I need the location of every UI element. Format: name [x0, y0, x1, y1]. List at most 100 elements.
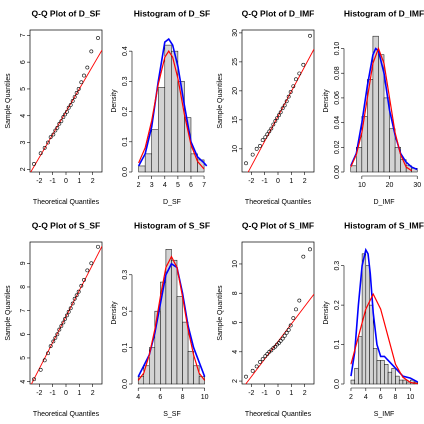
- qq-point: [265, 132, 270, 137]
- qq-point: [265, 352, 270, 356]
- qq-point: [59, 324, 64, 328]
- x-tick-label: 10: [358, 182, 366, 189]
- histogram-bar: [182, 321, 189, 385]
- density-curve: [138, 50, 205, 170]
- qq-point: [68, 306, 73, 311]
- x-tick-label: -2: [36, 390, 42, 397]
- y-tick-label: 0.2: [122, 306, 129, 316]
- qq-point: [48, 344, 53, 349]
- qq-point: [254, 146, 259, 151]
- qq-point: [263, 135, 268, 140]
- y-tick-label: 0.2: [334, 300, 341, 310]
- qq-point: [282, 333, 287, 338]
- x-axis-label: D_IMF: [374, 199, 395, 206]
- histogram-bar: [389, 128, 396, 173]
- x-tick-label: -2: [36, 178, 42, 185]
- x-tick-label: 1: [77, 178, 81, 185]
- y-tick-label: 6: [20, 60, 27, 64]
- x-axis-label: S_SF: [163, 411, 181, 418]
- x-tick-label: 2: [91, 390, 95, 397]
- qq-point: [294, 307, 298, 312]
- qq-point: [55, 125, 60, 130]
- y-tick-label: 20: [232, 87, 239, 95]
- y-tick-label: 0.4: [122, 46, 129, 56]
- panel-title: Histogram of S_IMF: [344, 220, 424, 230]
- qq-point: [65, 313, 69, 318]
- y-tick-label: 2: [232, 379, 239, 383]
- x-tick-label: 4: [364, 394, 368, 401]
- qq-point: [278, 338, 283, 343]
- qq-point: [63, 112, 67, 117]
- x-axis-label: Theoretical Quantiles: [245, 411, 312, 418]
- qq-point: [46, 140, 50, 145]
- qq-point: [280, 106, 285, 111]
- qq-point: [72, 95, 77, 99]
- qq-point: [89, 49, 94, 54]
- y-tick-label: 0.1: [122, 137, 129, 147]
- y-tick-label: 0.06: [334, 91, 341, 105]
- plot-frame: [29, 29, 103, 173]
- y-tick-label: 0.10: [334, 42, 341, 56]
- density-curve: [137, 37, 208, 167]
- x-tick-label: 6: [379, 394, 383, 401]
- histogram-bar: [354, 367, 359, 385]
- panel-title: Histogram of D_SF: [134, 8, 211, 18]
- qq-point: [277, 113, 281, 118]
- y-tick-label: 8: [20, 285, 27, 289]
- density-curve: [350, 247, 419, 383]
- qq-point: [82, 277, 86, 282]
- x-tick-label: -1: [50, 390, 56, 397]
- qq-point: [32, 377, 36, 382]
- qq-point: [308, 247, 312, 252]
- y-tick-label: 7: [20, 33, 27, 37]
- qq-point: [42, 358, 47, 363]
- y-tick-label: 0.0: [122, 167, 129, 177]
- histogram-bar: [358, 336, 363, 385]
- qq-point: [51, 132, 56, 137]
- histogram-bar: [395, 375, 400, 385]
- panel: Histogram of S_IMF S_IMF Density 2 4 6 8 10 0.0 0…: [323, 220, 424, 418]
- y-tick-label: 4: [20, 380, 27, 384]
- qq-point: [66, 309, 71, 314]
- qq-point: [273, 119, 278, 123]
- histogram-bar: [380, 360, 385, 385]
- histogram-bar: [350, 165, 357, 173]
- qq-point: [76, 87, 81, 91]
- qq-point: [57, 327, 62, 332]
- qq-point: [288, 323, 293, 328]
- qq-point: [280, 336, 285, 341]
- x-tick-label: 5: [176, 182, 180, 189]
- histogram-bar: [369, 304, 374, 385]
- qq-point: [72, 296, 77, 301]
- qq-point: [59, 119, 64, 123]
- y-tick-label: 15: [232, 116, 239, 124]
- y-tick-label: 10: [232, 260, 239, 268]
- y-tick-label: 0.0: [122, 379, 129, 389]
- panel: Q-Q Plot of S_IMF Theoretical Quantiles Sa…: [217, 220, 315, 418]
- x-tick-label: 4: [163, 182, 167, 189]
- panel: Q-Q Plot of S_SF Theoretical Quantiles Sam…: [5, 220, 103, 418]
- density-curve: [137, 255, 206, 381]
- qq-point: [291, 316, 296, 321]
- y-tick-label: 0.3: [122, 76, 129, 86]
- x-tick-label: 4: [136, 394, 140, 401]
- x-tick-label: 0: [276, 178, 280, 185]
- density-curve: [350, 46, 413, 172]
- qq-point: [258, 360, 262, 364]
- qq-point: [288, 90, 293, 94]
- histogram-bar: [144, 153, 152, 173]
- qq-point: [301, 62, 306, 67]
- qq-point: [53, 128, 58, 133]
- panel-title: Q-Q Plot of S_SF: [32, 220, 100, 230]
- qq-point: [48, 135, 53, 140]
- qq-point: [53, 335, 58, 340]
- qq-point: [70, 99, 75, 103]
- y-tick-label: 5: [20, 87, 27, 91]
- x-tick-label: 3: [150, 182, 154, 189]
- x-tick-label: 2: [349, 394, 353, 401]
- y-tick-label: 2: [20, 167, 27, 171]
- x-tick-label: 10: [201, 394, 209, 401]
- qq-point: [267, 129, 272, 134]
- y-tick-label: 0.1: [334, 340, 341, 350]
